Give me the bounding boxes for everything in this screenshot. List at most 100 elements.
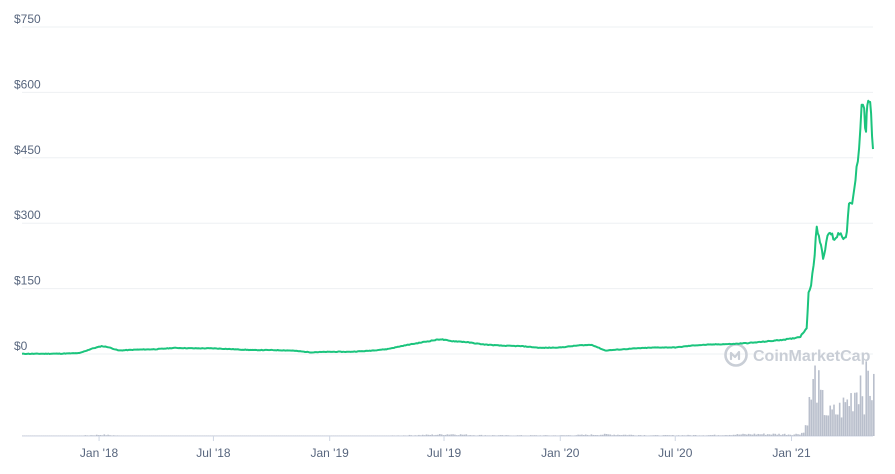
volume-bar [391, 435, 394, 436]
volume-bar [101, 435, 104, 436]
volume-bar [569, 435, 572, 436]
coinmarketcap-logo-icon [724, 343, 748, 367]
volume-bar [761, 434, 763, 436]
volume-bars [22, 361, 875, 436]
volume-bar [816, 402, 818, 436]
volume-bar [721, 435, 723, 436]
volume-bar [825, 415, 828, 436]
volume-bar [833, 404, 835, 436]
volume-bar [755, 434, 758, 436]
volume-bar [565, 435, 568, 436]
y-tick-label: $450 [14, 143, 41, 157]
volume-bar [823, 415, 826, 436]
volume-bar [751, 434, 754, 436]
volume-bar [664, 435, 667, 436]
volume-bar [531, 435, 534, 436]
volume-bar [763, 433, 765, 436]
volume-bar [499, 435, 502, 436]
volume-bar [493, 435, 496, 436]
volume-bar [698, 435, 701, 436]
volume-bar [105, 435, 107, 436]
volume-bar [471, 435, 473, 436]
volume-bar [429, 434, 432, 436]
volume-bar [651, 435, 653, 436]
x-tick-label: Jan '18 [80, 446, 119, 460]
volume-bar [827, 415, 830, 436]
volume-bar [829, 405, 832, 436]
volume-bar [804, 425, 807, 436]
volume-bar [713, 434, 716, 436]
volume-bar [861, 396, 864, 436]
volume-bar [620, 435, 623, 436]
volume-bar [420, 435, 422, 436]
volume-bar [854, 392, 856, 436]
volume-bar [484, 435, 487, 436]
volume-bar [836, 414, 839, 436]
volume-bar [402, 435, 405, 436]
volume-bar [624, 434, 627, 436]
volume-bar [787, 434, 790, 436]
volume-bar [480, 434, 483, 436]
volume-bar [852, 411, 854, 436]
volume-bar [842, 397, 845, 436]
volume-bar [554, 435, 557, 436]
volume-bar [780, 434, 782, 436]
volume-bar [863, 414, 866, 436]
volume-bar [869, 395, 871, 436]
volume-bar [840, 417, 843, 436]
volume-bar [601, 434, 604, 436]
volume-bar [615, 435, 617, 436]
volume-bar [859, 375, 862, 436]
volume-bar [452, 434, 454, 436]
volume-bar [88, 435, 90, 436]
volume-bar [708, 435, 710, 436]
volume-bar [626, 435, 629, 436]
volume-bar [797, 434, 799, 436]
volume-bar [114, 435, 117, 436]
volume-bar [558, 435, 560, 436]
volume-bar [630, 434, 632, 436]
volume-bar [782, 434, 784, 436]
x-tick-label: Jul '20 [658, 446, 693, 460]
volume-bar [838, 402, 841, 436]
volume-bar [442, 435, 445, 436]
volume-bar [632, 434, 634, 436]
volume-bar [577, 434, 579, 436]
volume-bar [524, 435, 526, 436]
volume-bar [414, 435, 416, 436]
volume-bar [552, 435, 555, 436]
volume-bar [539, 435, 542, 436]
volume-bar [734, 434, 737, 436]
volume-bar [819, 389, 822, 436]
volume-bar [759, 434, 761, 436]
volume-bar [111, 435, 113, 436]
volume-bar [490, 435, 492, 436]
volume-bar [685, 435, 687, 436]
volume-bar [84, 435, 87, 436]
volume-bar [440, 434, 443, 436]
volume-bar [622, 434, 625, 436]
volume-bar [835, 414, 837, 436]
price-line [21, 99, 874, 355]
volume-bar [855, 392, 858, 436]
volume-bar [681, 435, 684, 436]
volume-bar [617, 434, 619, 436]
volume-bar [802, 432, 805, 436]
volume-bar [776, 434, 778, 436]
volume-bar [603, 433, 606, 436]
volume-bar [584, 434, 587, 436]
volume-bar [785, 435, 788, 436]
volume-bar [564, 435, 566, 436]
volume-bar [812, 379, 814, 436]
volume-bar [109, 435, 111, 436]
volume-bar [590, 434, 593, 436]
volume-bar [857, 404, 860, 436]
volume-bar [687, 434, 689, 436]
volume-bar [672, 435, 674, 436]
volume-bar [520, 435, 523, 436]
volume-bar [867, 370, 869, 436]
volume-bar [526, 435, 528, 436]
volume-bar [516, 435, 519, 436]
watermark-text: CoinMarketCap [753, 348, 871, 365]
